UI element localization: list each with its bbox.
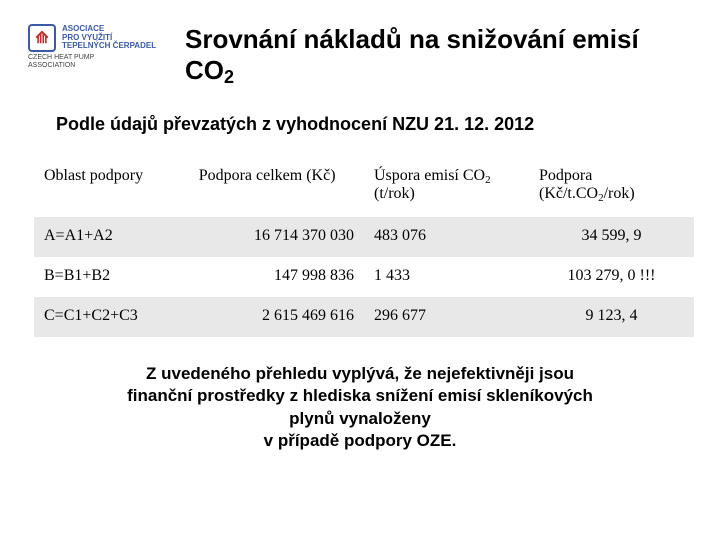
- th-uspora-b: (t/rok): [374, 185, 415, 202]
- th-podpora-celkem: Podpora celkem (Kč): [189, 157, 364, 217]
- conclusion: Z uvedeného přehledu vyplývá, že nejefek…: [28, 363, 692, 451]
- cell-rate: 34 599, 9: [529, 217, 694, 257]
- slide: ⟰ ASOCIACE PRO VYUŽITÍ TEPELNÝCH ČERPADE…: [0, 0, 720, 540]
- table-row: A=A1+A2 16 714 370 030 483 076 34 599, 9: [34, 217, 694, 257]
- cell-rate: 9 123, 4: [529, 297, 694, 337]
- table-row: B=B1+B2 147 998 836 1 433 103 279, 0 !!!: [34, 257, 694, 297]
- table-header-row: Oblast podpory Podpora celkem (Kč) Úspor…: [34, 157, 694, 217]
- th-uspora: Úspora emisí CO2 (t/rok): [364, 157, 529, 217]
- heat-pump-icon: ⟰: [28, 24, 56, 52]
- title-sub: 2: [224, 67, 234, 87]
- logo-sub2: HEAT PUMP: [54, 54, 94, 61]
- cell-podpora: 2 615 469 616: [189, 297, 364, 337]
- logo-main: ⟰ ASOCIACE PRO VYUŽITÍ TEPELNÝCH ČERPADE…: [28, 24, 156, 52]
- header-row: ⟰ ASOCIACE PRO VYUŽITÍ TEPELNÝCH ČERPADE…: [28, 24, 692, 86]
- title-block: Srovnání nákladů na snižování emisí CO2: [185, 24, 692, 86]
- page-title: Srovnání nákladů na snižování emisí CO2: [185, 24, 692, 86]
- th-rate-sub: 2: [598, 192, 604, 204]
- conclusion-l1: Z uvedeného přehledu vyplývá, že nejefek…: [146, 364, 574, 383]
- logo-sub1: CZECH: [28, 54, 52, 61]
- conclusion-l4: v případě podpory OZE.: [264, 431, 457, 450]
- cell-rate: 103 279, 0 !!!: [529, 257, 694, 297]
- cost-comparison-table: Oblast podpory Podpora celkem (Kč) Úspor…: [34, 157, 694, 337]
- subtitle: Podle údajů převzatých z vyhodnocení NZU…: [56, 114, 692, 135]
- th-uspora-a: Úspora emisí CO: [374, 167, 485, 184]
- cell-uspora: 1 433: [364, 257, 529, 297]
- th-oblast: Oblast podpory: [34, 157, 189, 217]
- logo-subtext: CZECH HEAT PUMP ASSOCIATION: [28, 54, 94, 69]
- title-text: Srovnání nákladů na snižování emisí CO: [185, 24, 639, 85]
- th-rate-b: /rok): [604, 185, 635, 202]
- cell-oblast: A=A1+A2: [34, 217, 189, 257]
- cell-uspora: 296 677: [364, 297, 529, 337]
- th-uspora-sub: 2: [485, 174, 491, 186]
- logo: ⟰ ASOCIACE PRO VYUŽITÍ TEPELNÝCH ČERPADE…: [28, 24, 163, 69]
- cell-podpora: 147 998 836: [189, 257, 364, 297]
- logo-line1: ASOCIACE: [62, 24, 104, 33]
- logo-text: ASOCIACE PRO VYUŽITÍ TEPELNÝCH ČERPADEL: [62, 25, 156, 51]
- table-row: C=C1+C2+C3 2 615 469 616 296 677 9 123, …: [34, 297, 694, 337]
- cell-oblast: C=C1+C2+C3: [34, 297, 189, 337]
- conclusion-l2: finanční prostředky z hlediska snížení e…: [127, 386, 593, 405]
- th-rate-a: Podpora (Kč/t.CO: [539, 167, 598, 202]
- th-podpora-rate: Podpora (Kč/t.CO2/rok): [529, 157, 694, 217]
- logo-sub3: ASSOCIATION: [28, 62, 75, 69]
- logo-line2: PRO VYUŽITÍ: [62, 33, 112, 42]
- conclusion-l3: plynů vynaloženy: [289, 409, 431, 428]
- cell-uspora: 483 076: [364, 217, 529, 257]
- logo-line3: TEPELNÝCH ČERPADEL: [62, 41, 156, 50]
- cell-oblast: B=B1+B2: [34, 257, 189, 297]
- cell-podpora: 16 714 370 030: [189, 217, 364, 257]
